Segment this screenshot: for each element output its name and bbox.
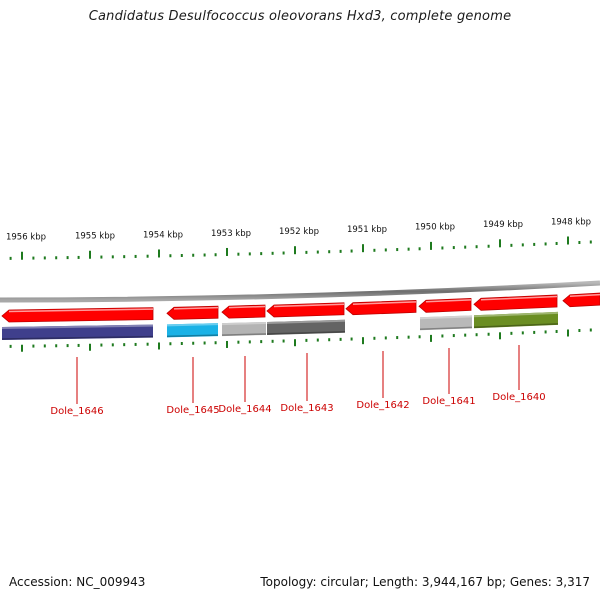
scale-label: 1949 kbp bbox=[483, 220, 523, 230]
locus-label: Dole_1641 bbox=[422, 396, 475, 407]
gene-arrow-highlight bbox=[425, 299, 472, 303]
scale-label: 1952 kbp bbox=[279, 227, 319, 237]
feature-bar-highlight bbox=[419, 315, 473, 320]
gene-arrow-highlight bbox=[352, 301, 417, 305]
leader-lines bbox=[76, 345, 520, 404]
feature-bars bbox=[1, 311, 559, 340]
locus-label: Dole_1646 bbox=[50, 406, 103, 417]
scale-label: 1951 kbp bbox=[347, 225, 387, 235]
feature-bar-highlight bbox=[1, 324, 154, 329]
feature-bar bbox=[222, 321, 266, 337]
scale-ticks-top bbox=[9, 236, 592, 260]
scale-label: 1955 kbp bbox=[75, 232, 115, 242]
locus-label: Dole_1645 bbox=[166, 405, 219, 416]
gene-arrow-highlight bbox=[569, 293, 600, 297]
scale-label: 1953 kbp bbox=[211, 229, 251, 239]
feature-bar bbox=[2, 324, 153, 340]
accession-label: Accession: NC_009943 bbox=[9, 575, 146, 589]
feature-bar-shadow bbox=[166, 334, 219, 338]
feature-bar bbox=[420, 315, 472, 331]
scale-labels: 1956 kbp 1955 kbp 1954 kbp 1953 kbp 1952 kbp… bbox=[6, 217, 591, 242]
feature-bar bbox=[267, 319, 345, 335]
feature-bar-highlight bbox=[266, 319, 346, 324]
feature-bar-highlight bbox=[221, 321, 267, 326]
feature-bar bbox=[167, 323, 218, 338]
genome-title: Candidatus Desulfococcus oleovorans Hxd3… bbox=[88, 9, 512, 24]
gene-arrow-highlight bbox=[8, 308, 154, 313]
feature-bar-shadow bbox=[221, 333, 267, 336]
feature-bar-shadow bbox=[419, 326, 473, 331]
locus-label: Dole_1644 bbox=[218, 404, 271, 415]
gene-arrow-highlight bbox=[480, 295, 558, 301]
locus-label: Dole_1640 bbox=[492, 392, 545, 403]
gene-arrow-highlight bbox=[173, 306, 219, 310]
feature-bar-shadow bbox=[1, 335, 154, 340]
scale-label: 1954 kbp bbox=[143, 230, 183, 240]
feature-bar-highlight bbox=[166, 323, 219, 327]
gene-arrow-highlight bbox=[273, 303, 345, 308]
gene-arrow bbox=[166, 305, 219, 320]
gene-arrow-highlight bbox=[228, 305, 266, 309]
genome-backbone bbox=[0, 280, 600, 303]
feature-bar-shadow bbox=[266, 330, 346, 335]
scale-label: 1956 kbp bbox=[6, 233, 46, 243]
scale-ticks-bottom bbox=[9, 328, 592, 352]
scale-label: 1950 kbp bbox=[415, 223, 455, 233]
locus-label: Dole_1643 bbox=[280, 403, 333, 414]
locus-label: Dole_1642 bbox=[356, 400, 409, 411]
genome-stats-label: Topology: circular; Length: 3,944,167 bp… bbox=[260, 575, 590, 589]
feature-bar-shadow bbox=[473, 323, 559, 329]
scale-label: 1948 kbp bbox=[551, 217, 591, 227]
gene-arrows bbox=[1, 292, 600, 323]
gene-arrow bbox=[221, 304, 266, 319]
feature-bar-highlight bbox=[473, 311, 559, 318]
